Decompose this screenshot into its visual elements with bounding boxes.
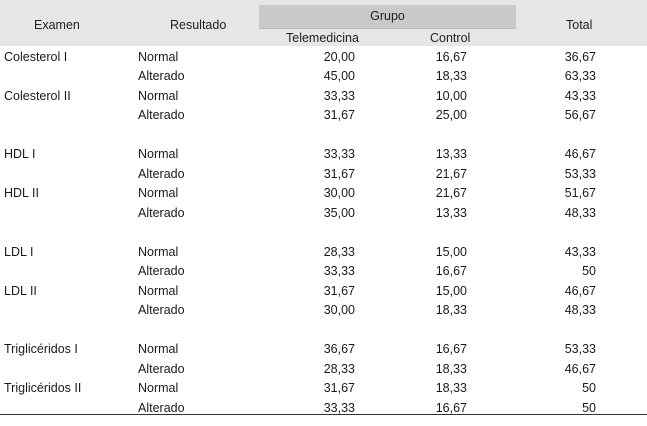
row-result-label: Normal — [138, 147, 179, 161]
row-telemedicina-value: 33,33 — [323, 89, 355, 103]
row-control-value: 16,67 — [435, 401, 467, 415]
row-telemedicina-value: 45,00 — [323, 69, 355, 83]
row-control-value: 18,33 — [435, 381, 467, 395]
row-telemedicina-value: 30,00 — [323, 303, 355, 317]
row-exam-label: Triglicéridos II — [4, 381, 82, 395]
row-telemedicina-value: 31,67 — [323, 284, 355, 298]
row-telemedicina-value: 33,33 — [323, 401, 355, 415]
row-result-label: Alterado — [138, 69, 185, 83]
row-result-label: Alterado — [138, 167, 185, 181]
row-result-label: Normal — [138, 381, 179, 395]
row-telemedicina-value: 33,33 — [323, 147, 355, 161]
row-total-value: 50 — [582, 264, 596, 278]
row-total-value: 43,33 — [564, 89, 596, 103]
group-header-band — [259, 5, 516, 28]
row-exam-label: Triglicéridos I — [4, 342, 78, 356]
row-control-value: 13,33 — [435, 206, 467, 220]
column-header-telemedicina: Telemedicina — [286, 31, 359, 45]
row-telemedicina-value: 35,00 — [323, 206, 355, 220]
row-control-value: 15,00 — [435, 284, 467, 298]
table-bottom-rule — [0, 414, 647, 415]
row-control-value: 15,00 — [435, 245, 467, 259]
row-result-label: Alterado — [138, 108, 185, 122]
column-header-total: Total — [566, 18, 593, 32]
row-total-value: 46,67 — [564, 147, 596, 161]
row-total-value: 56,67 — [564, 108, 596, 122]
row-result-label: Normal — [138, 245, 179, 259]
row-total-value: 48,33 — [564, 206, 596, 220]
row-telemedicina-value: 31,67 — [323, 167, 355, 181]
row-exam-label: HDL II — [4, 186, 39, 200]
row-total-value: 50 — [582, 401, 596, 415]
row-total-value: 53,33 — [564, 167, 596, 181]
row-control-value: 25,00 — [435, 108, 467, 122]
row-telemedicina-value: 20,00 — [323, 50, 355, 64]
row-total-value: 43,33 — [564, 245, 596, 259]
row-control-value: 16,67 — [435, 50, 467, 64]
row-exam-label: LDL I — [4, 245, 34, 259]
row-control-value: 21,67 — [435, 167, 467, 181]
row-total-value: 53,33 — [564, 342, 596, 356]
row-exam-label: LDL II — [4, 284, 37, 298]
row-result-label: Alterado — [138, 362, 185, 376]
row-total-value: 48,33 — [564, 303, 596, 317]
row-total-value: 51,67 — [564, 186, 596, 200]
group-header-rule — [259, 28, 516, 29]
row-telemedicina-value: 31,67 — [323, 381, 355, 395]
row-exam-label: HDL I — [4, 147, 36, 161]
row-control-value: 16,67 — [435, 264, 467, 278]
row-exam-label: Colesterol II — [4, 89, 71, 103]
column-header-examen: Examen — [34, 18, 80, 32]
row-result-label: Normal — [138, 186, 179, 200]
row-exam-label: Colesterol I — [4, 50, 68, 64]
column-header-grupo: Grupo — [370, 9, 405, 23]
row-result-label: Alterado — [138, 264, 185, 278]
row-control-value: 21,67 — [435, 186, 467, 200]
row-telemedicina-value: 31,67 — [323, 108, 355, 122]
row-total-value: 63,33 — [564, 69, 596, 83]
column-header-control: Control — [430, 31, 471, 45]
row-total-value: 46,67 — [564, 362, 596, 376]
row-result-label: Normal — [138, 89, 179, 103]
row-control-value: 18,33 — [435, 362, 467, 376]
row-result-label: Alterado — [138, 206, 185, 220]
column-header-resultado: Resultado — [170, 18, 227, 32]
row-telemedicina-value: 36,67 — [323, 342, 355, 356]
row-telemedicina-value: 33,33 — [323, 264, 355, 278]
row-control-value: 16,67 — [435, 342, 467, 356]
row-control-value: 18,33 — [435, 303, 467, 317]
row-telemedicina-value: 30,00 — [323, 186, 355, 200]
row-control-value: 10,00 — [435, 89, 467, 103]
row-control-value: 18,33 — [435, 69, 467, 83]
row-result-label: Normal — [138, 284, 179, 298]
row-telemedicina-value: 28,33 — [323, 245, 355, 259]
row-telemedicina-value: 28,33 — [323, 362, 355, 376]
row-total-value: 46,67 — [564, 284, 596, 298]
row-total-value: 36,67 — [564, 50, 596, 64]
row-control-value: 13,33 — [435, 147, 467, 161]
row-result-label: Alterado — [138, 303, 185, 317]
row-total-value: 50 — [582, 381, 596, 395]
row-result-label: Normal — [138, 342, 179, 356]
row-result-label: Alterado — [138, 401, 185, 415]
row-result-label: Normal — [138, 50, 179, 64]
